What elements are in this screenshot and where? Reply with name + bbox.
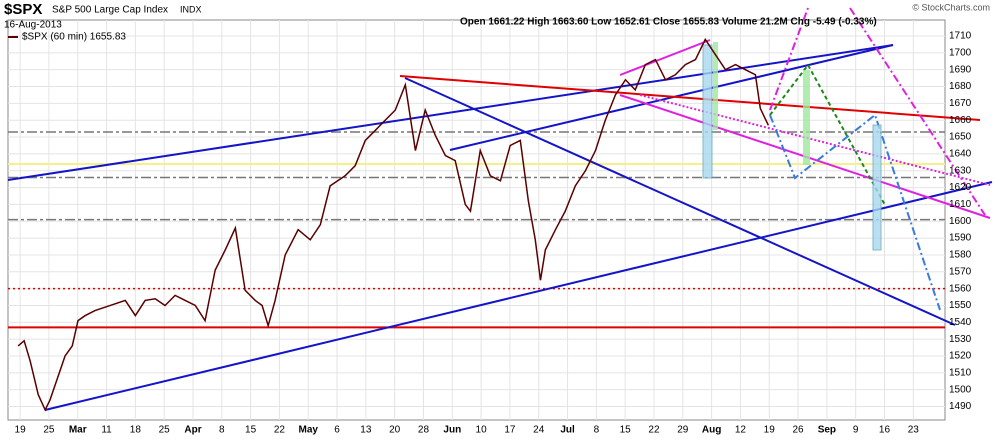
projection: [769, 7, 809, 111]
subtitle: S&P 500 Large Cap Index: [52, 5, 168, 16]
y-tick-label: 1590: [949, 233, 972, 244]
date: 16-Aug-2013: [4, 20, 62, 31]
y-tick-label: 1680: [949, 81, 972, 92]
x-tick-label: May: [299, 425, 319, 436]
x-tick-label: 6: [334, 425, 340, 436]
legend-entry: $SPX (60 min) 1655.83: [22, 32, 126, 43]
range-bar: [702, 44, 713, 179]
x-tick-label: 15: [245, 425, 257, 436]
range-bar: [872, 124, 882, 251]
trendline: [639, 94, 991, 186]
projection: [769, 113, 941, 311]
x-tick-label: 25: [43, 425, 55, 436]
y-tick-label: 1580: [949, 250, 972, 261]
quote: Open 1661.22 High 1663.60 Low 1652.61 Cl…: [460, 17, 877, 28]
x-tick-label: 23: [908, 425, 920, 436]
x-tick-label: 20: [389, 425, 401, 436]
trendline: [404, 77, 956, 326]
x-tick-label: 28: [418, 425, 430, 436]
x-tick-label: 18: [130, 425, 142, 436]
x-tick-label: 11: [101, 425, 112, 436]
y-tick-label: 1650: [949, 132, 972, 143]
y-tick-label: 1510: [949, 367, 972, 378]
y-tick-label: 1630: [949, 165, 972, 176]
range-bar: [803, 70, 810, 165]
y-tick-label: 1490: [949, 401, 972, 412]
projection: [849, 7, 986, 216]
y-tick-label: 1570: [949, 266, 972, 277]
y-tick-label: 1690: [949, 64, 972, 75]
y-tick-label: 1610: [949, 199, 972, 210]
x-tick-label: 26: [792, 425, 804, 436]
x-tick-label: 22: [274, 425, 286, 436]
x-tick-label: 22: [648, 425, 660, 436]
credit: © StockCharts.com: [912, 2, 990, 12]
trendline: [44, 181, 993, 411]
x-tick-label: 24: [533, 425, 545, 436]
x-tick-label: Jul: [560, 425, 575, 436]
x-tick-label: Jun: [443, 425, 461, 436]
trendline: [619, 39, 711, 76]
y-tick-label: 1700: [949, 47, 972, 58]
x-tick-label: 9: [853, 425, 859, 436]
x-tick-label: 25: [159, 425, 171, 436]
projection: [769, 63, 886, 206]
y-tick-label: 1560: [949, 283, 972, 294]
x-tick-label: Apr: [184, 425, 201, 436]
ticker: $SPX: [4, 1, 42, 18]
x-tick-label: 29: [677, 425, 689, 436]
x-tick-label: Sep: [818, 425, 836, 436]
y-tick-label: 1620: [949, 182, 972, 193]
y-tick-label: 1550: [949, 300, 972, 311]
x-tick-label: Aug: [702, 425, 721, 436]
x-tick-label: 12: [735, 425, 747, 436]
x-tick-label: 19: [764, 425, 776, 436]
trendline: [399, 75, 981, 121]
y-tick-label: 1530: [949, 334, 972, 345]
x-tick-label: 15: [620, 425, 632, 436]
trendlines: [7, 7, 993, 411]
x-tick-label: 16: [879, 425, 891, 436]
trendline: [7, 44, 894, 181]
range-bar: [713, 42, 718, 130]
x-tick-label: 10: [476, 425, 488, 436]
y-tick-label: 1500: [949, 384, 972, 395]
x-tick-label: 8: [594, 425, 600, 436]
y-tick-label: 1600: [949, 216, 972, 227]
y-tick-label: 1710: [949, 31, 972, 42]
y-tick-label: 1520: [949, 351, 972, 362]
x-tick-label: Mar: [69, 425, 87, 436]
x-tick-label: 13: [360, 425, 372, 436]
x-tick-label: 17: [504, 425, 516, 436]
y-tick-label: 1540: [949, 317, 972, 328]
y-tick-label: 1640: [949, 149, 972, 160]
price-line: [17, 37, 770, 412]
x-tick-label: 19: [15, 425, 27, 436]
x-tick-label: 8: [219, 425, 225, 436]
exchange: INDX: [180, 4, 202, 14]
y-tick-label: 1670: [949, 98, 972, 109]
y-tick-label: 1660: [949, 115, 972, 126]
